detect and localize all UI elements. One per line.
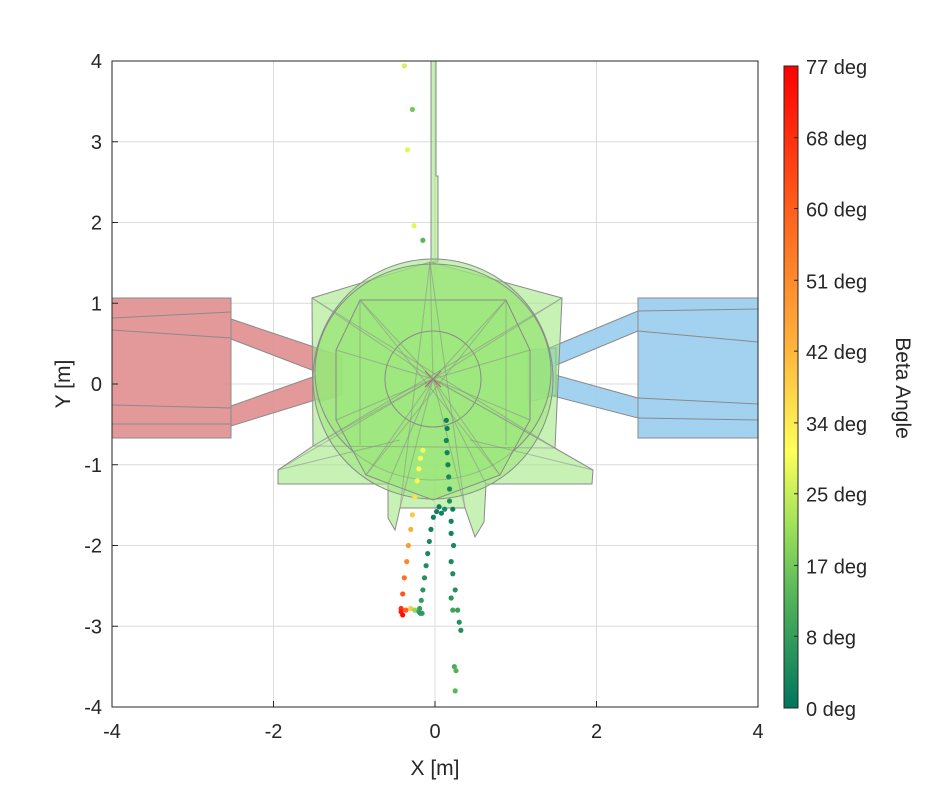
data-point [444, 425, 450, 432]
data-point [401, 63, 407, 69]
y-tick-label: -3 [84, 616, 102, 638]
colorbar-ticks: 77 deg 68 deg 60 deg 51 deg 42 deg 34 deg 25 d… [794, 57, 867, 721]
data-point [412, 607, 418, 613]
data-point [411, 223, 417, 229]
data-point [434, 508, 440, 515]
body [277, 61, 594, 539]
data-point [405, 542, 411, 549]
colorbar-tick-label: 77 deg [806, 57, 867, 79]
colorbar-tick-label: 8 deg [806, 627, 856, 649]
y-tick-label: 0 [91, 374, 102, 396]
data-point [409, 106, 415, 113]
data-point [400, 591, 406, 597]
data-point [448, 595, 454, 601]
data-point [450, 506, 456, 512]
data-point [404, 559, 410, 565]
data-point [445, 462, 451, 468]
scatter-points [398, 63, 464, 694]
y-tick-label: 3 [91, 132, 102, 154]
data-point [451, 664, 457, 670]
data-point [443, 417, 449, 423]
data-point [456, 619, 462, 625]
data-point [408, 526, 414, 532]
series-trail-center [417, 417, 453, 616]
x-tick-label: 4 [752, 721, 763, 743]
data-point [430, 514, 436, 520]
x-axis-label: X [m] [410, 757, 459, 780]
data-point [448, 559, 454, 565]
data-point [444, 450, 450, 456]
data-point [404, 147, 411, 153]
data-point [419, 610, 425, 616]
data-point [448, 530, 454, 536]
data-point [417, 605, 423, 612]
data-point [420, 447, 426, 453]
data-point [446, 474, 452, 480]
colorbar-tick-label: 68 deg [806, 129, 867, 151]
y-axis-label: Y [m] [52, 360, 75, 409]
data-point [420, 237, 426, 243]
y-tick-label: -2 [84, 536, 102, 558]
data-point [428, 526, 434, 532]
data-point [453, 668, 459, 674]
y-tick-label: 4 [91, 51, 102, 73]
data-point [425, 550, 431, 557]
data-point [416, 466, 422, 472]
data-point [423, 563, 429, 569]
data-point [420, 587, 426, 593]
series-trail-right [448, 506, 464, 694]
data-point [403, 607, 409, 613]
colorbar-tick-label: 34 deg [806, 414, 867, 436]
data-point [409, 512, 415, 518]
data-point [426, 538, 432, 545]
colorbar-tick-label: 25 deg [806, 485, 867, 507]
data-point [452, 587, 458, 593]
data-point [418, 597, 424, 604]
colorbar-tick-label: 17 deg [806, 556, 867, 578]
data-point [450, 571, 456, 577]
data-point [417, 455, 424, 461]
x-tick-label: -2 [265, 721, 283, 743]
y-tick-label: 1 [91, 293, 102, 315]
data-point [408, 605, 414, 612]
data-point [446, 486, 453, 492]
x-tick-label: 0 [429, 721, 440, 743]
colorbar-tick-label: 42 deg [806, 342, 867, 364]
colorbar-label: Beta Angle [891, 337, 914, 439]
data-point [436, 504, 442, 510]
y-tick-label: -1 [84, 455, 102, 477]
x-tick-label: -4 [103, 721, 121, 743]
colorbar-tick-label: 60 deg [806, 200, 867, 222]
data-point [448, 518, 454, 524]
data-point [421, 575, 428, 581]
colorbar [783, 65, 799, 709]
data-point [443, 437, 449, 444]
data-point [400, 612, 406, 618]
x-tick-label: 2 [591, 721, 602, 743]
data-point [401, 575, 407, 581]
axis-ticks: -4 -2 0 2 4 -4 -3 -2 -1 0 1 2 3 4 [84, 51, 763, 743]
data-point [450, 542, 457, 549]
data-point [442, 506, 448, 512]
y-tick-label: 2 [91, 213, 102, 235]
data-point [458, 627, 464, 633]
colorbar-tick-label: 51 deg [806, 271, 867, 293]
data-point [450, 607, 456, 613]
series-trail-left [398, 63, 426, 618]
spacecraft-geometry [112, 61, 758, 539]
data-point [412, 494, 418, 500]
data-point [455, 607, 461, 613]
data-point [446, 498, 453, 504]
data-point [414, 478, 420, 484]
y-tick-label: -4 [84, 697, 102, 719]
data-point [438, 510, 445, 516]
data-point [452, 688, 458, 694]
colorbar-tick-label: 0 deg [806, 699, 856, 721]
